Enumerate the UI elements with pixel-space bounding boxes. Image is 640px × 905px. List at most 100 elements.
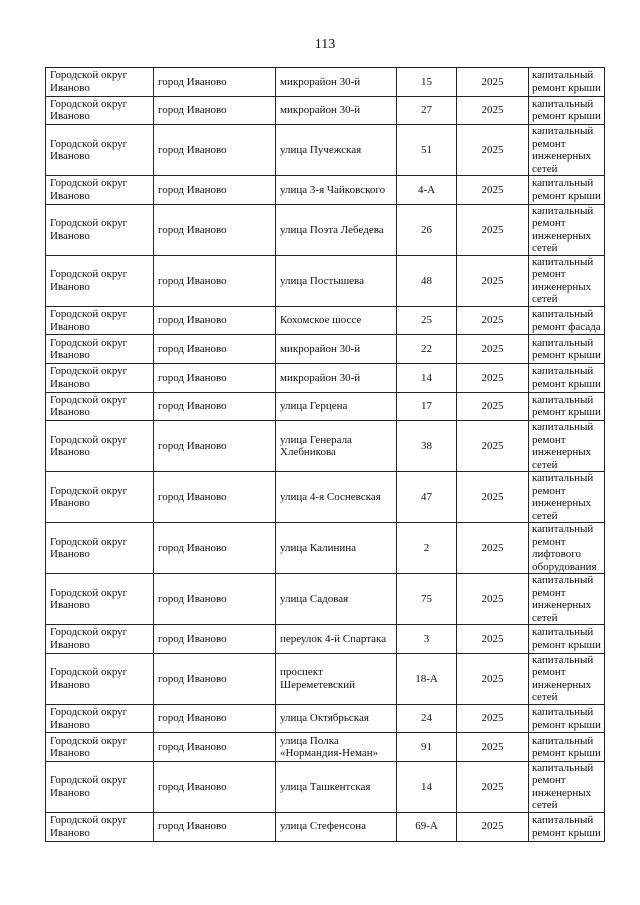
cell-work: капитальный ремонт лифтового оборудовани… [528, 522, 605, 575]
cell-street: микрорайон 30-й [275, 334, 397, 364]
cell-city: город Иваново [153, 305, 276, 336]
cell-street: улица Полка «Нормандия-Неман» [275, 732, 397, 762]
cell-house: 47 [396, 471, 457, 524]
cell-year: 2025 [456, 362, 529, 393]
cell-district: Городской округ Иваново [45, 522, 154, 575]
cell-house: 26 [396, 203, 457, 256]
cell-city: город Иваново [153, 624, 276, 654]
cell-work: капитальный ремонт инженерных сетей [528, 573, 605, 626]
cell-house: 4-А [396, 175, 457, 205]
page-number: 113 [314, 37, 336, 52]
cell-city: город Иваново [153, 203, 276, 256]
cell-city: город Иваново [153, 67, 276, 97]
cell-house: 15 [396, 67, 457, 97]
cell-street: улица Стефенсона [275, 811, 397, 842]
cell-house: 18-А [396, 652, 457, 705]
cell-street: микрорайон 30-й [275, 362, 397, 393]
cell-work: капитальный ремонт крыши [528, 732, 605, 762]
cell-work: капитальный ремонт инженерных сетей [528, 203, 605, 256]
cell-city: город Иваново [153, 175, 276, 205]
cell-year: 2025 [456, 573, 529, 626]
cell-city: город Иваново [153, 391, 276, 422]
cell-city: город Иваново [153, 703, 276, 734]
cell-house: 75 [396, 573, 457, 626]
cell-district: Городской округ Иваново [45, 703, 154, 734]
cell-work: капитальный ремонт крыши [528, 175, 605, 205]
table-row: Городской округ Иваново город Иваново микр… [45, 67, 605, 97]
cell-city: город Иваново [153, 811, 276, 842]
cell-year: 2025 [456, 760, 529, 813]
cell-city: город Иваново [153, 732, 276, 762]
cell-district: Городской округ Иваново [45, 305, 154, 336]
cell-work: капитальный ремонт инженерных сетей [528, 124, 605, 177]
table-row: Городской округ Иваново город Иваново улиц… [45, 573, 605, 626]
cell-district: Городской округ Иваново [45, 732, 154, 762]
cell-district: Городской округ Иваново [45, 362, 154, 393]
cell-district: Городской округ Иваново [45, 471, 154, 524]
table-row: Городской округ Иваново город Иваново улиц… [45, 471, 605, 524]
cell-district: Городской округ Иваново [45, 391, 154, 422]
cell-work: капитальный ремонт крыши [528, 67, 605, 97]
cell-work: капитальный ремонт фасада [528, 305, 605, 336]
cell-street: улица Ташкентская [275, 760, 397, 813]
cell-street: улица Постышева [275, 254, 397, 307]
cell-work: капитальный ремонт крыши [528, 95, 605, 126]
cell-city: город Иваново [153, 420, 276, 473]
cell-district: Городской округ Иваново [45, 652, 154, 705]
table-row: Городской округ Иваново город Иваново улиц… [45, 391, 605, 422]
cell-year: 2025 [456, 95, 529, 126]
cell-work: капитальный ремонт крыши [528, 703, 605, 734]
cell-street: микрорайон 30-й [275, 67, 397, 97]
cell-work: капитальный ремонт крыши [528, 624, 605, 654]
cell-house: 24 [396, 703, 457, 734]
cell-street: улица Калинина [275, 522, 397, 575]
cell-house: 14 [396, 362, 457, 393]
cell-work: капитальный ремонт инженерных сетей [528, 420, 605, 473]
cell-house: 2 [396, 522, 457, 575]
cell-street: улица Октябрьская [275, 703, 397, 734]
cell-year: 2025 [456, 732, 529, 762]
cell-city: город Иваново [153, 124, 276, 177]
cell-district: Городской округ Иваново [45, 67, 154, 97]
cell-district: Городской округ Иваново [45, 175, 154, 205]
cell-district: Городской округ Иваново [45, 420, 154, 473]
cell-street: улица Садовая [275, 573, 397, 626]
cell-year: 2025 [456, 305, 529, 336]
cell-house: 27 [396, 95, 457, 126]
cell-year: 2025 [456, 703, 529, 734]
cell-street: улица 3-я Чайковского [275, 175, 397, 205]
cell-district: Городской округ Иваново [45, 760, 154, 813]
cell-year: 2025 [456, 522, 529, 575]
cell-district: Городской округ Иваново [45, 811, 154, 842]
cell-work: капитальный ремонт инженерных сетей [528, 652, 605, 705]
cell-house: 14 [396, 760, 457, 813]
cell-city: город Иваново [153, 254, 276, 307]
cell-house: 38 [396, 420, 457, 473]
cell-year: 2025 [456, 811, 529, 842]
table-row: Городской округ Иваново город Иваново улиц… [45, 203, 605, 256]
cell-district: Городской округ Иваново [45, 334, 154, 364]
cell-year: 2025 [456, 254, 529, 307]
table-row: Городской округ Иваново город Иваново микр… [45, 334, 605, 364]
cell-street: микрорайон 30-й [275, 95, 397, 126]
cell-year: 2025 [456, 624, 529, 654]
cell-district: Городской округ Иваново [45, 254, 154, 307]
cell-house: 22 [396, 334, 457, 364]
cell-house: 3 [396, 624, 457, 654]
cell-year: 2025 [456, 203, 529, 256]
table-row: Городской округ Иваново город Иваново улиц… [45, 175, 605, 205]
cell-work: капитальный ремонт инженерных сетей [528, 471, 605, 524]
table-row: Городской округ Иваново город Иваново улиц… [45, 124, 605, 177]
cell-street: улица 4-я Сосневская [275, 471, 397, 524]
cell-work: капитальный ремонт крыши [528, 391, 605, 422]
table-row: Городской округ Иваново город Иваново улиц… [45, 811, 605, 842]
cell-street: проспект Шереметевский [275, 652, 397, 705]
cell-year: 2025 [456, 391, 529, 422]
cell-work: капитальный ремонт инженерных сетей [528, 760, 605, 813]
cell-year: 2025 [456, 652, 529, 705]
cell-city: город Иваново [153, 760, 276, 813]
cell-city: город Иваново [153, 362, 276, 393]
cell-district: Городской округ Иваново [45, 124, 154, 177]
cell-district: Городской округ Иваново [45, 203, 154, 256]
cell-year: 2025 [456, 420, 529, 473]
